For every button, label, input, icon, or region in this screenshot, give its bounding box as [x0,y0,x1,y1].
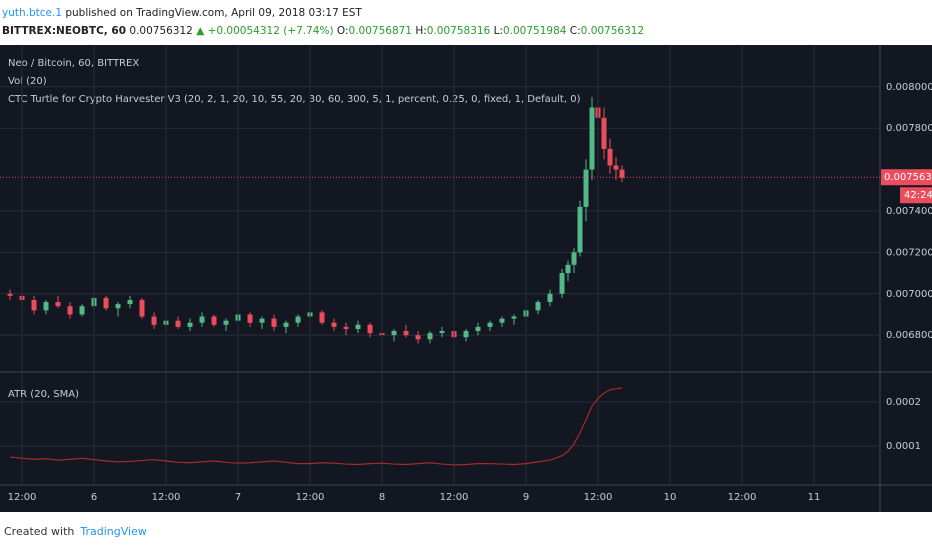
candle-body [583,169,589,207]
open: 0.00756871 [348,25,412,37]
candle-body [175,320,181,327]
candle-body [247,314,253,323]
annotation: Vol (20) [8,76,47,87]
candle-body [115,304,121,309]
x-tick-label: 12:00 [296,492,325,503]
panel-title: ATR (20, SMA) [8,389,79,400]
x-tick-label: 10 [664,492,677,503]
candle-body [571,252,577,265]
chart: 0.00680000 0.00700000 0.00720000 0.00740000… [0,45,932,512]
candle-body [199,316,205,323]
x-tick-label: 11 [808,492,821,503]
candle-body [427,333,433,340]
x-tick-label: 6 [91,492,97,503]
x-tick-label: 12:00 [584,492,613,503]
change: ▲ +0.00054312 (+7.74%) [196,25,334,37]
created: Created with [4,524,75,538]
high: 0.00758316 [426,25,491,37]
candle-body [475,326,481,332]
candle-body [565,264,571,274]
close: 0.00756312 [580,25,645,37]
candle-body [499,318,505,323]
atr-line [9,387,623,466]
candle-body [187,322,193,327]
x-tick-label: 9 [523,492,529,503]
candle-body [223,320,229,325]
x-tick-label: 8 [379,492,385,503]
candle-body [271,318,277,327]
candle-body [439,331,445,334]
publish-line: yuth.btce.1 published on TradingView.com… [2,4,932,22]
o-label: O: [336,25,349,37]
brand[interactable]: TradingView [80,524,147,538]
candle-body [355,324,361,329]
candle-body [601,117,607,149]
annotation: CTC Turtle for Crypto Harvester V3 (20, … [8,94,581,105]
x-tick-label: 12:00 [8,492,37,503]
candle-body [7,293,13,296]
candle-body [589,107,595,170]
candle-body [619,169,625,178]
y-tick-label: 0.0002 [886,397,921,408]
candle-body [151,316,157,325]
candle-body [331,322,337,327]
countdown: 42:24 [904,190,932,201]
x-tick-label: 12:00 [152,492,181,503]
l-label: L: [493,25,503,37]
candle-body [613,165,619,170]
candle-body [403,331,409,336]
candle-body [577,206,583,253]
candle-body [343,326,349,329]
candle-body [211,316,217,325]
panel-title: Neo / Bitcoin, 60, BITTREX [8,58,139,69]
candle-body [55,302,61,307]
candle-body [283,322,289,327]
candle-body [67,306,73,315]
candle-body [43,302,49,311]
candle-body [259,318,265,323]
h-label: H: [415,25,427,37]
candle-body [535,302,541,311]
x-tick-label: 12:00 [728,492,757,503]
low: 0.00751984 [502,25,567,37]
candle-body [295,316,301,323]
last-price-label: 0.00756312 [884,172,932,183]
candle-body [103,297,109,309]
candle-body [607,148,613,166]
author[interactable]: yuth.btce.1 [2,7,63,19]
candle-body [127,299,133,305]
candle-body [463,331,469,338]
c-label: C: [569,25,581,37]
y-tick-label: 0.0001 [886,441,921,452]
candle-body [31,299,37,311]
symbol: BITTREX:NEOBTC, 60 [2,25,127,37]
countdown-box [900,187,932,204]
y-tick-label: 0.00720000 [886,247,932,258]
candle-body [547,293,553,303]
candle-body [511,316,517,319]
candle-body [319,312,325,323]
header: yuth.btce.1 published on TradingView.com… [0,0,932,45]
background [0,45,932,512]
x-tick-label: 7 [235,492,241,503]
candle-body [487,322,493,327]
candle-body [415,335,421,340]
candle-body [367,324,373,334]
candle-body [79,306,85,315]
candle-body [559,273,565,294]
price: 0.00756312 [129,25,193,37]
y-tick-label: 0.00680000 [886,330,932,341]
footer: Created with TradingView [0,512,932,550]
y-tick-label: 0.00800000 [886,82,932,93]
candle-body [139,299,145,317]
y-tick-label: 0.00740000 [886,206,932,217]
y-tick-label: 0.00700000 [886,289,932,300]
y-tick-label: 0.00780000 [886,123,932,134]
quote-line: BITTREX:NEOBTC, 60 0.00756312 ▲ +0.00054… [2,22,932,40]
candle-body [391,331,397,336]
published: published on TradingView.com, April 09, … [65,7,362,19]
x-tick-label: 12:00 [440,492,469,503]
last-price-box [881,169,932,186]
